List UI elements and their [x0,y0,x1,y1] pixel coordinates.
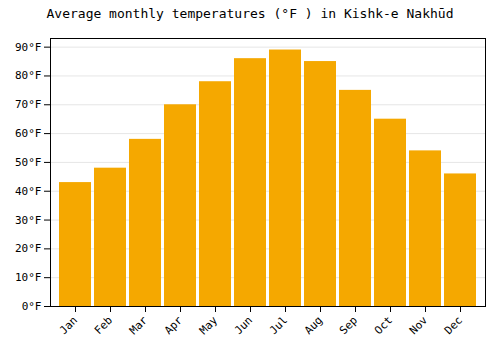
svg-text:Mar: Mar [127,313,151,337]
svg-text:Oct: Oct [372,314,395,337]
svg-text:0°F: 0°F [22,300,42,313]
svg-text:50°F: 50°F [15,156,42,169]
svg-text:90°F: 90°F [15,41,42,54]
svg-text:Aug: Aug [302,314,325,337]
svg-text:Jul: Jul [267,314,290,337]
html-text:Average monthly temperatures (: Average monthly temperatures (°F ) in Ki… [46,6,454,21]
svg-text:Feb: Feb [92,314,115,337]
svg-text:Jun: Jun [232,314,255,337]
svg-text:70°F: 70°F [15,98,42,111]
svg-text:20°F: 20°F [15,242,42,255]
svg-text:May: May [197,313,221,337]
svg-text:80°F: 80°F [15,69,42,82]
svg-text:Sep: Sep [337,314,360,337]
svg-text:10°F: 10°F [15,271,42,284]
svg-text:60°F: 60°F [15,127,42,140]
svg-text:30°F: 30°F [15,214,42,227]
svg-text:Apr: Apr [162,313,186,337]
svg-text:Dec: Dec [442,314,465,337]
svg-text:40°F: 40°F [15,185,42,198]
svg-text:Jan: Jan [57,314,80,337]
svg-text:Nov: Nov [407,313,431,337]
